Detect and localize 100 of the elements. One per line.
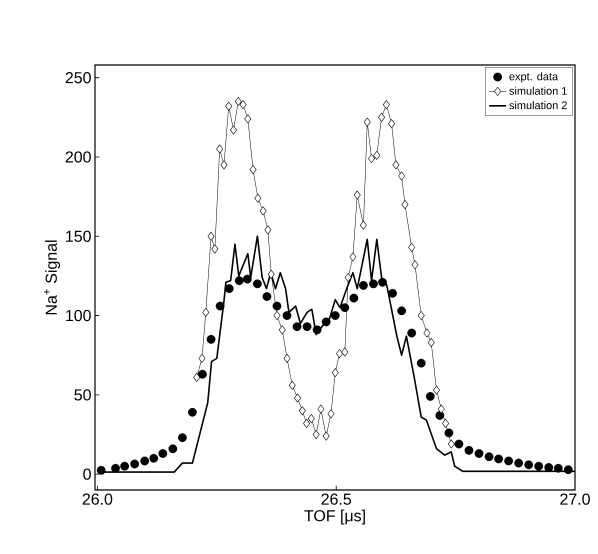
point: [268, 270, 275, 279]
point: [120, 462, 129, 471]
y-tick-label: 250: [66, 72, 91, 84]
point: [454, 440, 464, 448]
point: [262, 292, 272, 301]
point: [349, 252, 356, 262]
y-tick-label: 100: [66, 310, 91, 322]
point: [524, 460, 534, 470]
point: [360, 220, 367, 230]
point: [344, 273, 352, 282]
point: [130, 460, 140, 468]
y-tick-label: 200: [66, 151, 91, 163]
point: [416, 358, 426, 368]
point: [220, 160, 228, 170]
point: [397, 306, 406, 316]
point: [412, 260, 418, 270]
point: [302, 322, 312, 332]
point: [96, 466, 106, 475]
point: [442, 418, 450, 428]
point: [402, 200, 408, 210]
point: [158, 449, 168, 458]
point: [349, 294, 358, 302]
point: [274, 311, 280, 320]
point: [424, 328, 430, 338]
point: [216, 302, 225, 310]
point: [484, 452, 494, 462]
legend-label: expt. data: [509, 72, 558, 83]
point: [382, 100, 390, 110]
point: [418, 311, 425, 320]
point: [211, 244, 218, 254]
point: [341, 348, 348, 357]
x-tick-label: 27.0: [560, 494, 590, 505]
point: [435, 411, 444, 420]
point: [250, 165, 257, 174]
point: [224, 284, 234, 293]
point: [202, 308, 210, 317]
point: [149, 454, 158, 463]
point: [240, 100, 246, 110]
point: [188, 408, 197, 417]
point: [206, 334, 216, 344]
point: [216, 144, 224, 154]
point: [369, 279, 378, 288]
point: [253, 279, 262, 288]
point: [359, 281, 368, 290]
point: [230, 126, 237, 134]
point: [292, 322, 302, 332]
point: [554, 464, 563, 473]
point: [312, 430, 320, 439]
point: [378, 278, 387, 287]
point: [264, 225, 272, 234]
point: [378, 112, 386, 122]
y-tick-label: 0: [83, 468, 91, 480]
y-tick-label: 50: [74, 389, 91, 400]
point: [272, 302, 282, 310]
point: [234, 96, 242, 106]
point: [322, 432, 330, 441]
x-axis-title: TOF [μs]: [304, 510, 365, 525]
point: [294, 394, 301, 403]
point: [444, 428, 454, 438]
point: [433, 386, 440, 395]
point: [328, 409, 334, 418]
point: [208, 232, 214, 241]
point: [168, 444, 178, 454]
point: [464, 446, 474, 455]
legend-label: simulation 1: [509, 86, 567, 95]
point: [504, 456, 513, 466]
point: [198, 354, 206, 363]
point: [388, 288, 397, 298]
point: [330, 311, 340, 320]
point: [426, 392, 435, 401]
point: [225, 102, 232, 111]
point: [322, 318, 331, 326]
point: [284, 354, 290, 363]
point: [407, 328, 416, 338]
point: [392, 160, 400, 170]
point: [438, 404, 445, 414]
point: [388, 119, 396, 128]
point: [260, 206, 267, 216]
legend-label: simulation 2: [509, 101, 567, 110]
point: [278, 325, 286, 334]
point: [514, 458, 524, 468]
point: [368, 154, 375, 164]
point: [140, 456, 150, 466]
point: [474, 449, 484, 458]
x-tick-label: 26.0: [82, 494, 112, 505]
point: [308, 414, 315, 424]
point: [242, 274, 252, 284]
point: [282, 311, 292, 320]
point: [494, 454, 503, 464]
point: [111, 464, 120, 473]
point: [336, 349, 343, 358]
y-tick-label: 150: [66, 230, 91, 242]
point: [193, 372, 200, 382]
y-axis-title: Na$^{+}$ Signal: [44, 240, 60, 314]
point: [408, 242, 416, 252]
point: [288, 380, 296, 390]
point: [178, 433, 187, 442]
point: [198, 370, 207, 379]
point: [317, 404, 324, 414]
point: [398, 172, 406, 180]
